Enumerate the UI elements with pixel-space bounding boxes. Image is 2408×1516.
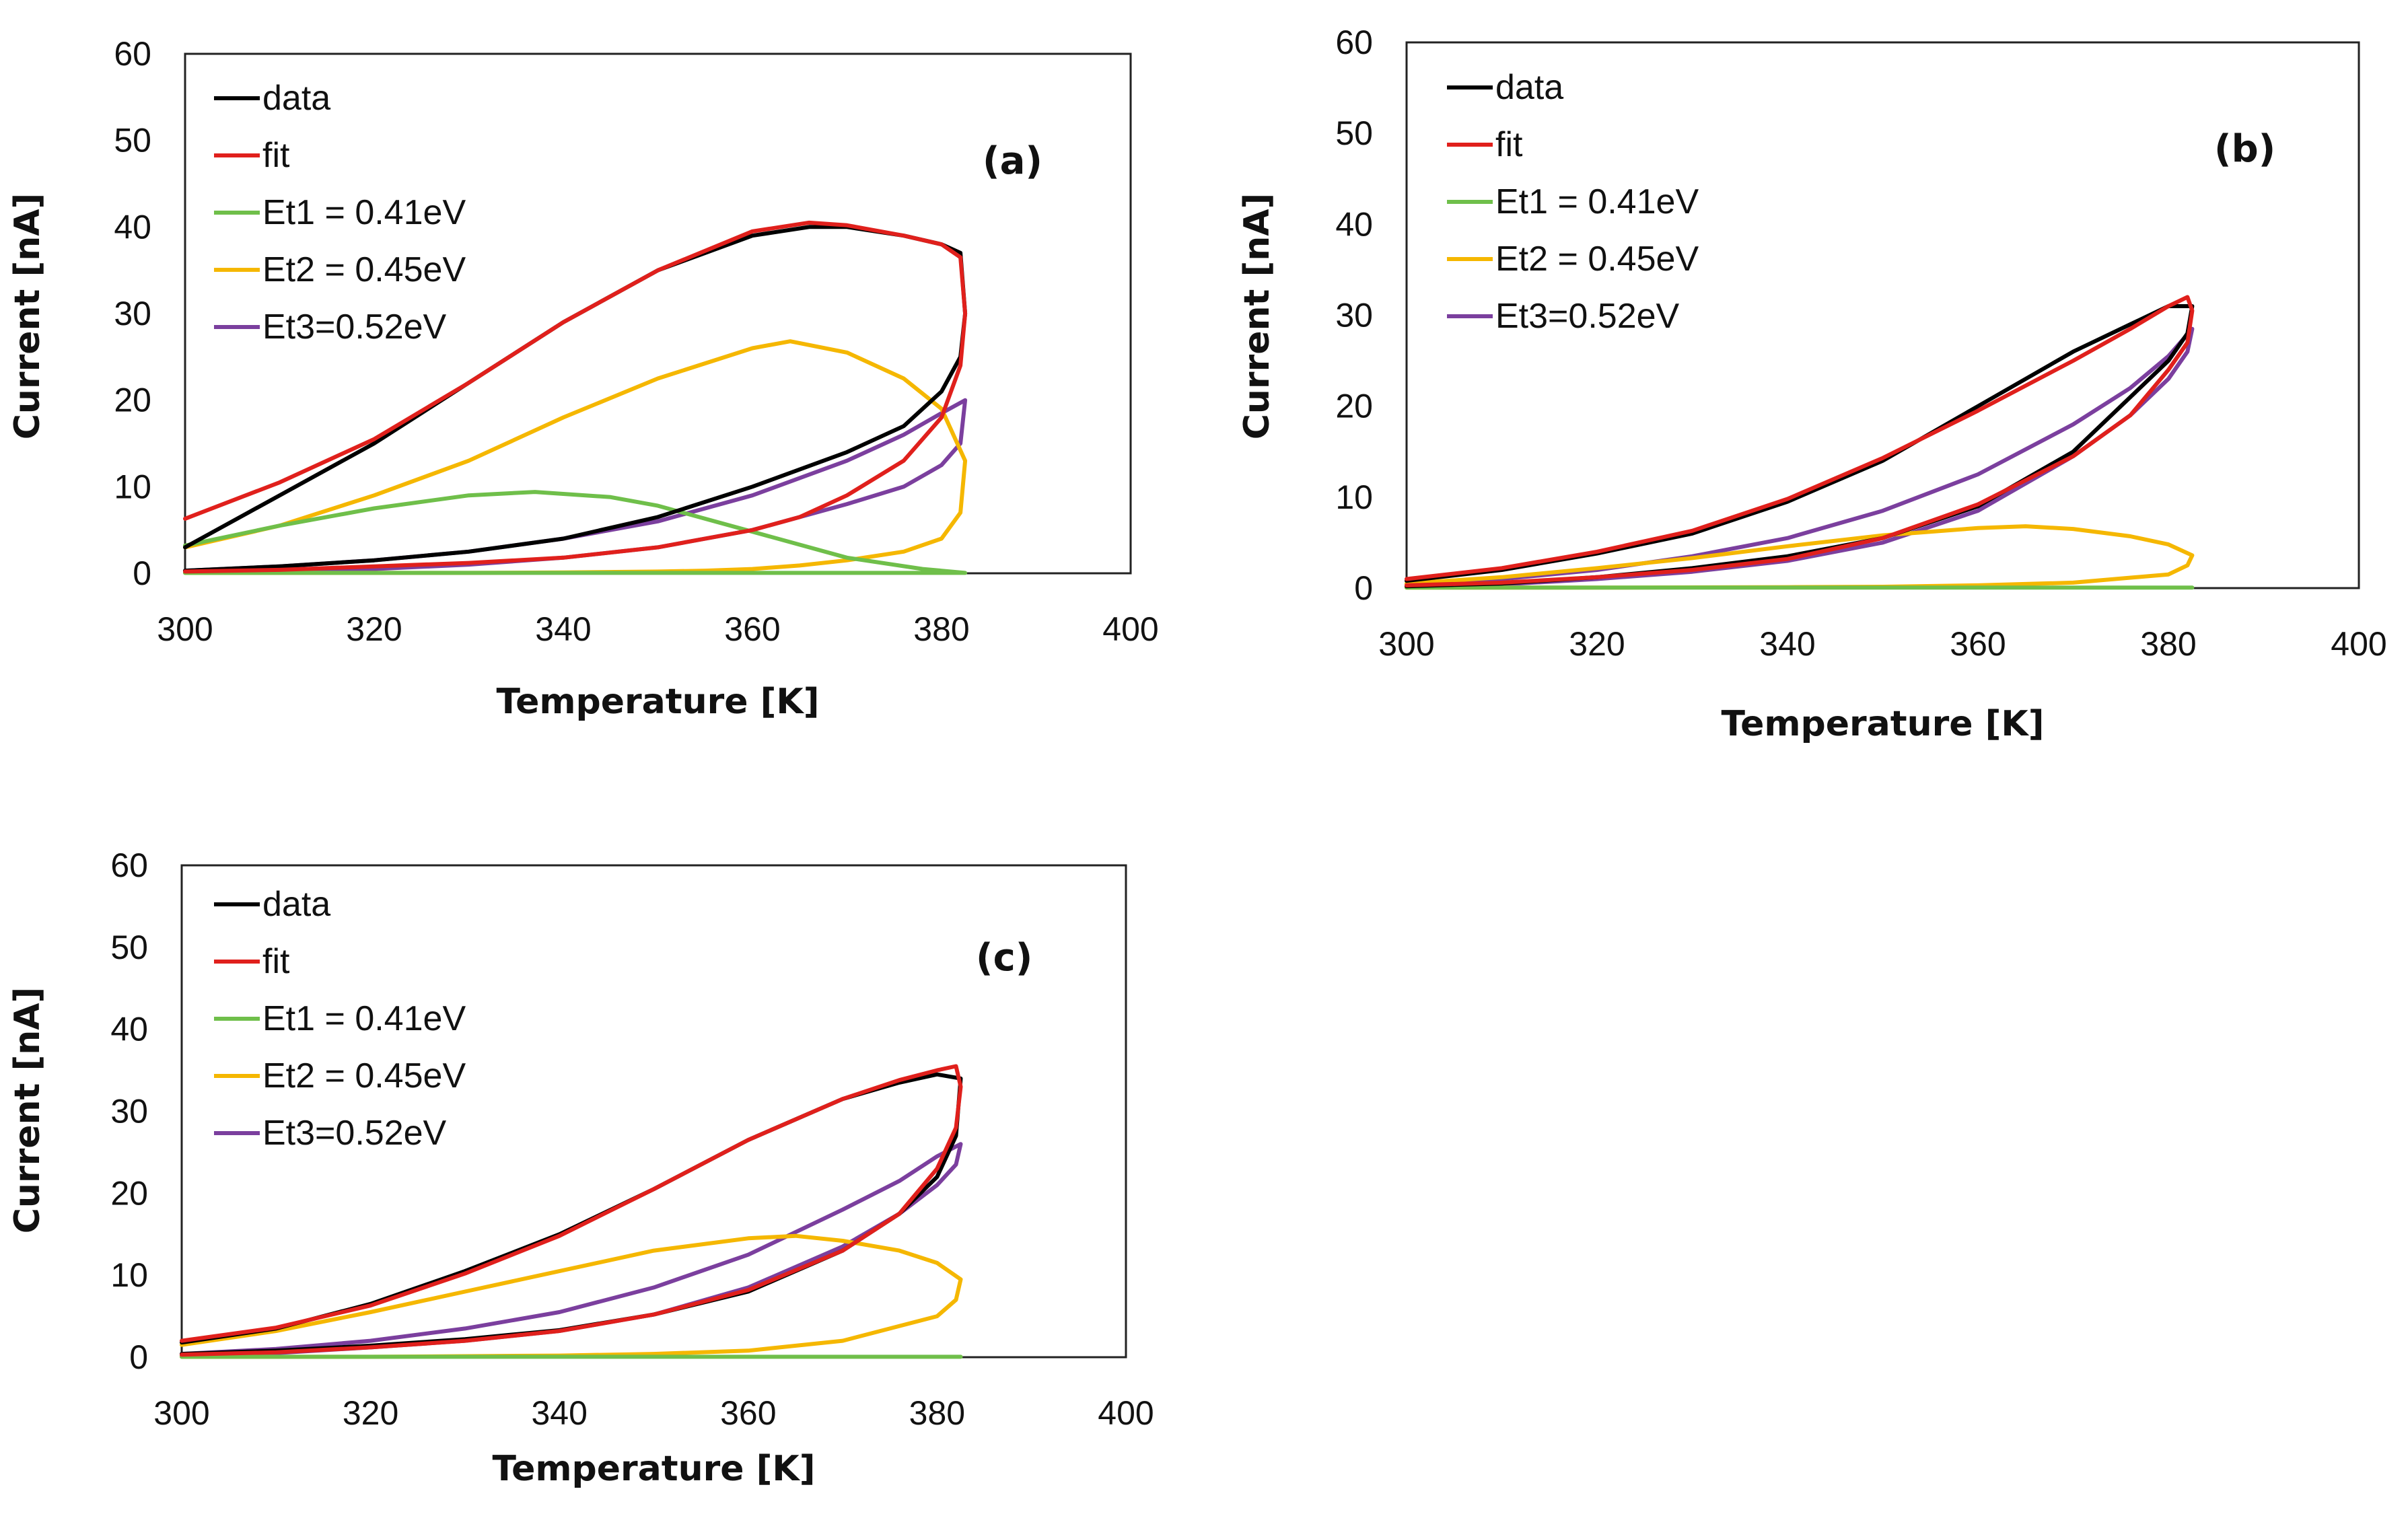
x-tick-label: 380 [913, 610, 969, 648]
y-axis-title: Current [nA] [7, 987, 48, 1234]
y-tick-label: 0 [129, 1338, 148, 1376]
x-axis-title: Temperature [K] [497, 682, 820, 722]
x-tick-label: 300 [1378, 625, 1434, 663]
legend-entry-label: data [262, 885, 330, 924]
panel-a: 0 10 20 30 40 50 60 300 320 340 360 380 400 Temperatu… [7, 35, 1159, 722]
y-tick-label: 20 [110, 1174, 148, 1212]
y-axis-title: Current [nA] [7, 193, 48, 440]
x-axis-title: Temperature [K] [1722, 704, 2045, 744]
y-tick-label: 0 [133, 554, 151, 592]
x-tick-label: 360 [724, 610, 780, 648]
series-line-et3052ev [183, 398, 968, 575]
series-line-fit [180, 1064, 963, 1357]
panel-c: 0 10 20 30 40 50 60 300 320 340 360 380 400 Temperatu… [7, 846, 1154, 1489]
y-axis-title: Current [nA] [1237, 193, 1277, 440]
legend-entry-label: Et3=0.52eV [262, 308, 447, 347]
x-tick-label: 400 [1098, 1394, 1154, 1432]
x-tick-label: 400 [2331, 625, 2386, 663]
legend-entry-label: fit [262, 136, 290, 175]
legend-entry-label: Et1 = 0.41eV [1495, 182, 1699, 221]
x-tick-label: 300 [157, 610, 213, 648]
x-tick-label: 320 [343, 1394, 398, 1432]
y-tick-label: 50 [1335, 114, 1373, 152]
legend-entry-label: fit [262, 942, 290, 981]
x-tick-label: 380 [909, 1394, 965, 1432]
legend-entry-label: Et1 = 0.41eV [262, 193, 466, 232]
y-tick-label: 40 [114, 208, 151, 246]
y-tick-label: 40 [1335, 205, 1373, 243]
legend-entry-label: fit [1495, 125, 1523, 164]
y-tick-label: 30 [1335, 297, 1373, 334]
legend-entry-label: data [1495, 68, 1563, 107]
y-tick-label: 50 [110, 929, 148, 966]
y-tick-label: 60 [110, 846, 148, 884]
y-tick-label: 30 [114, 295, 151, 332]
y-tick-label: 20 [114, 382, 151, 419]
y-tick-label: 30 [110, 1093, 148, 1130]
series-line-et3052ev [1405, 326, 2195, 589]
panel-label: (c) [976, 936, 1032, 980]
y-tick-label: 10 [114, 468, 151, 505]
x-tick-label: 320 [1569, 625, 1625, 663]
legend-entry-label: Et1 = 0.41eV [262, 999, 466, 1038]
panel-label: (a) [983, 139, 1042, 183]
y-tick-label: 0 [1354, 569, 1373, 607]
x-tick-label: 360 [720, 1394, 776, 1432]
y-tick-label: 20 [1335, 388, 1373, 425]
legend-entry-label: Et3=0.52eV [262, 1114, 447, 1153]
x-tick-label: 300 [153, 1394, 209, 1432]
x-tick-label: 340 [531, 1394, 587, 1432]
y-tick-label: 60 [114, 35, 151, 73]
legend-entry-label: Et3=0.52eV [1495, 297, 1680, 336]
panel-label: (b) [2214, 127, 2275, 171]
legend-entry-label: Et2 = 0.45eV [262, 1056, 466, 1095]
x-tick-label: 380 [2140, 625, 2196, 663]
x-tick-label: 320 [346, 610, 402, 648]
panel-b: 0 10 20 30 40 50 60 300 320 340 360 380 400 Temperatu… [1237, 24, 2387, 744]
legend-entry-label: data [262, 79, 330, 118]
y-tick-label: 10 [1335, 478, 1373, 516]
x-tick-label: 340 [1759, 625, 1815, 663]
y-tick-label: 50 [114, 122, 151, 159]
y-tick-label: 40 [110, 1011, 148, 1048]
series-line-fit [183, 220, 968, 574]
series-line-et2 [180, 1233, 963, 1359]
series-line-fit [1405, 295, 2195, 587]
x-tick-label: 360 [1950, 625, 2006, 663]
legend-entry-label: Et2 = 0.45eV [262, 250, 466, 289]
x-tick-label: 400 [1102, 610, 1158, 648]
legend-entry-label: Et2 = 0.45eV [1495, 240, 1699, 279]
y-tick-label: 60 [1335, 24, 1373, 61]
x-tick-label: 340 [535, 610, 591, 648]
x-axis-title: Temperature [K] [493, 1449, 816, 1489]
y-tick-label: 10 [110, 1256, 148, 1294]
series-line-et1 [183, 490, 968, 575]
